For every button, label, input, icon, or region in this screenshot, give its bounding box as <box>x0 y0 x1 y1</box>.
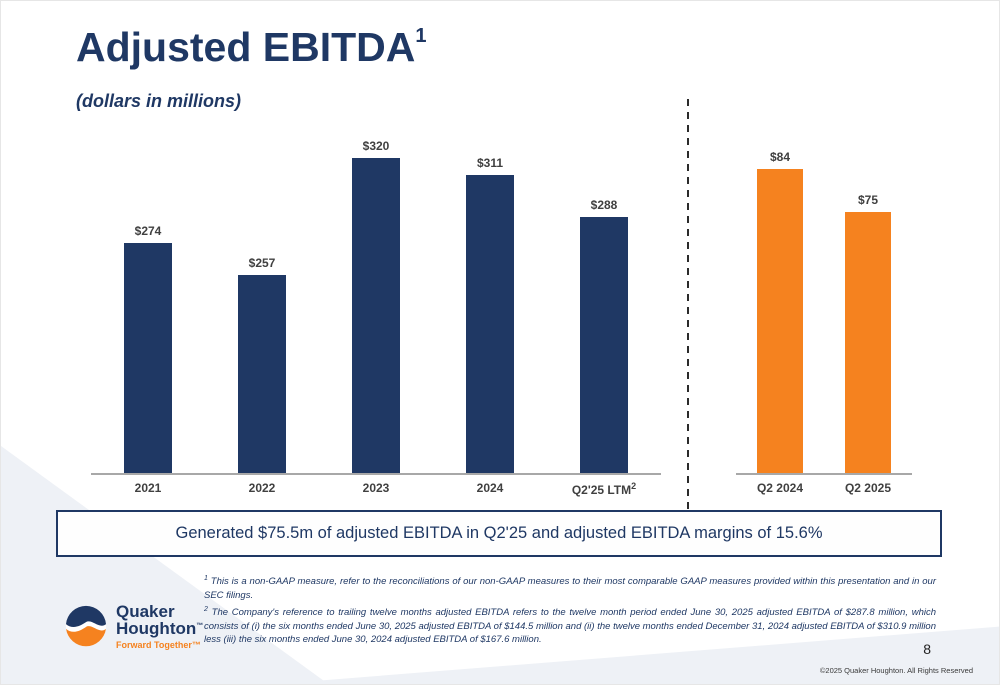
logo-trademark: ™ <box>196 622 204 630</box>
bar-value-label: $84 <box>769 150 791 164</box>
copyright-notice: ©2025 Quaker Houghton. All Rights Reserv… <box>819 666 973 675</box>
bar-value-label: $257 <box>248 256 276 270</box>
title-footnote-ref: 1 <box>415 25 427 48</box>
x-axis-label: Q2 2024 <box>756 481 804 495</box>
bar <box>580 217 628 473</box>
quarterly-ebitda-plot-area: $84 $75 <box>736 133 912 473</box>
annual-x-axis-labels: 2021 2022 2023 2024 Q2'25 LTM2 <box>91 481 661 497</box>
logo-name: Quaker Houghton™ <box>116 603 203 638</box>
bar-group: $288 <box>547 198 661 473</box>
bar-group: $75 <box>824 193 912 473</box>
logo-name-line2: Houghton <box>116 619 197 639</box>
bar-group: $257 <box>205 256 319 473</box>
bar-group: $84 <box>736 150 824 473</box>
page-title: Adjusted EBITDA1 <box>76 24 427 70</box>
bar-value-label: $75 <box>857 193 879 207</box>
logo-text: Quaker Houghton™ Forward Together™ <box>116 603 203 650</box>
footnote-1: 1 This is a non-GAAP measure, refer to t… <box>204 574 936 603</box>
footnote-1-ref: 1 <box>204 575 208 582</box>
x-axis-label: Q2'25 LTM2 <box>571 481 637 497</box>
bar <box>352 158 400 473</box>
annual-ebitda-plot-area: $274 $257 $320 $311 $288 <box>91 133 661 473</box>
logo-name-line1: Quaker <box>116 602 175 621</box>
bar <box>845 212 891 473</box>
logo-tagline: Forward Together™ <box>116 639 201 650</box>
x-axis-label: 2022 <box>248 481 276 495</box>
bar-group: $311 <box>433 156 547 473</box>
x-axis-label: 2023 <box>362 481 390 495</box>
category-footnote-ref: 2 <box>631 481 637 491</box>
annual-ebitda-chart: $274 $257 $320 $311 $288 2021 2022 2023 2024 Q2'… <box>91 133 661 497</box>
x-axis-label: 2021 <box>134 481 162 495</box>
bar <box>466 175 514 473</box>
x-axis-label: 2024 <box>476 481 504 495</box>
bar <box>757 169 803 473</box>
dashed-divider-line <box>687 99 689 509</box>
footnote-1-text: This is a non-GAAP measure, refer to the… <box>204 576 937 601</box>
bar <box>124 243 172 473</box>
bar <box>238 275 286 473</box>
bar-value-label: $288 <box>590 198 618 212</box>
quaker-houghton-logo: Quaker Houghton™ Forward Together™ <box>63 603 203 650</box>
footnote-2: 2 The Company's reference to trailing tw… <box>204 605 936 647</box>
quarterly-x-axis-line <box>736 473 912 475</box>
bar-value-label: $320 <box>362 139 390 153</box>
callout-text: Generated $75.5m of adjusted EBITDA in Q… <box>175 524 823 542</box>
bar-value-label: $311 <box>476 156 504 170</box>
footnote-2-ref: 2 <box>204 605 208 613</box>
x-axis-label: Q2 2025 <box>844 481 892 495</box>
footnotes-section: 1 This is a non-GAAP measure, refer to t… <box>204 574 936 649</box>
callout-banner: Generated $75.5m of adjusted EBITDA in Q… <box>56 510 942 557</box>
bar-group: $320 <box>319 139 433 473</box>
quarterly-ebitda-chart: $84 $75 Q2 2024 Q2 2025 <box>736 133 912 495</box>
page-number: 8 <box>923 641 931 657</box>
page-title-text: Adjusted EBITDA <box>76 24 416 70</box>
page-subtitle: (dollars in millions) <box>76 91 242 111</box>
footnote-2-text: The Company's reference to trailing twel… <box>204 606 936 646</box>
quaker-houghton-logo-icon <box>65 606 107 647</box>
bar-group: $274 <box>91 224 205 473</box>
annual-x-axis-line <box>91 473 661 475</box>
bar-value-label: $274 <box>134 224 162 238</box>
quarterly-x-axis-labels: Q2 2024 Q2 2025 <box>736 481 912 495</box>
